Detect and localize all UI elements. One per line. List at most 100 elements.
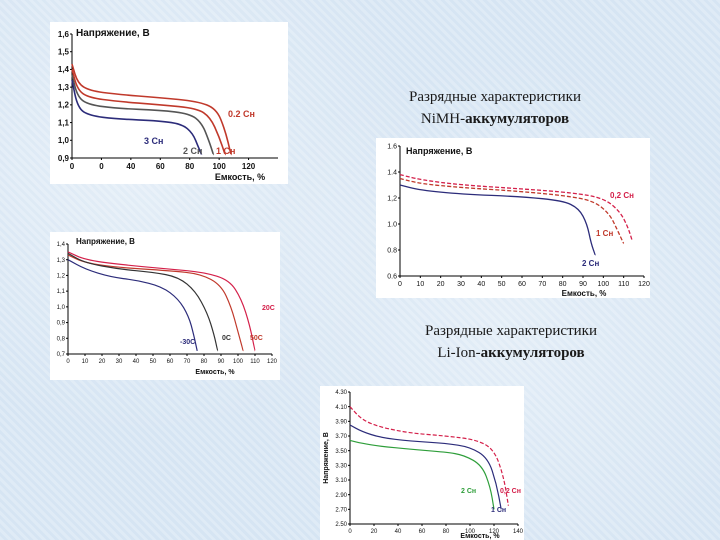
series-line-2 <box>349 439 495 510</box>
caption-nimh: Разрядные характеристики NiMH-аккумулято… <box>370 86 620 130</box>
chart-liion-rate-svg: 2.50 2.70 2.90 3.10 3.30 3.50 3.70 3.90 4.10 4.30… <box>323 390 524 540</box>
y-tick-label: 3.90 <box>335 419 347 425</box>
y-tick-label: 2.70 <box>335 507 347 513</box>
series-line-0 <box>71 63 232 156</box>
series-label-1: 1 Сн <box>216 146 235 156</box>
caption-liion: Разрядные характеристики Li-Ion-аккумуля… <box>386 320 636 364</box>
x-axis-title: Емкость, % <box>195 369 235 376</box>
x-tick-label: 80 <box>201 359 208 365</box>
y-tick-label: 1,2 <box>58 101 70 110</box>
series-line-1 <box>67 254 244 352</box>
y-tick-label: 1,4 <box>57 242 66 248</box>
x-axis-title: Емкость, % <box>562 289 607 298</box>
x-tick-label: 40 <box>133 359 140 365</box>
y-tick-label: 3.70 <box>335 434 347 440</box>
y-tick-label: 1,3 <box>57 258 66 264</box>
series-line-2 <box>71 74 215 156</box>
y-tick-label: 1,5 <box>58 48 70 57</box>
series-line-1 <box>349 424 502 510</box>
series-label-1: 1 Сн <box>596 229 613 238</box>
x-tick-label: 0 <box>70 162 75 171</box>
x-tick-label: 10 <box>416 281 424 288</box>
caption-nimh-line2: NiMH-аккумуляторов <box>370 108 620 130</box>
series-label-0: 0.2 Сн <box>228 109 255 119</box>
x-tick-label: 0 <box>99 162 104 171</box>
caption-liion-line2: Li-Ion-аккумуляторов <box>386 342 636 364</box>
caption-liion-prefix: Li-Ion- <box>437 345 481 361</box>
series-line-1 <box>399 177 625 245</box>
chart-nimh-temperature-svg: 0,7 0,8 0,9 1,0 1,1 1,2 1,3 1,4 0 10 20 30 40 50 60 70 8… <box>57 237 278 376</box>
chart-nimh-rate-2: 0.6 0.8 1.0 1,2 1.4 1.6 0 10 20 30 40 50 60 70 80 90 100… <box>376 138 650 298</box>
y-tick-label: 2.90 <box>335 493 347 499</box>
y-tick-label: 0.6 <box>387 273 397 280</box>
x-tick-label: 0 <box>66 359 70 365</box>
series-line-1 <box>71 69 226 156</box>
y-tick-label: 0,8 <box>57 336 66 342</box>
y-tick-label: 1,3 <box>58 83 70 92</box>
x-tick-label: 30 <box>457 281 465 288</box>
x-tick-label: 120 <box>267 359 278 365</box>
x-tick-label: 90 <box>579 281 587 288</box>
caption-liion-bold: аккумуляторов <box>480 345 585 361</box>
x-tick-label: 100 <box>212 162 226 171</box>
x-tick-label: 50 <box>498 281 506 288</box>
chart-nimh-temperature: 0,7 0,8 0,9 1,0 1,1 1,2 1,3 1,4 0 10 20 30 40 50 60 70 8… <box>50 232 280 380</box>
x-tick-label: 40 <box>395 529 402 535</box>
chart-nimh-rate-2-svg: 0.6 0.8 1.0 1,2 1.4 1.6 0 10 20 30 40 50 60 70 80 90 100… <box>387 143 650 298</box>
series-label-0: 20С <box>262 305 275 312</box>
series-label-2: 0С <box>222 335 231 342</box>
x-tick-label: 80 <box>443 529 450 535</box>
x-tick-label: 40 <box>126 162 135 171</box>
caption-nimh-line1: Разрядные характеристики <box>409 89 581 105</box>
y-tick-label: 0,7 <box>57 352 66 358</box>
series-line-0 <box>399 173 633 241</box>
series-label-3: 3 Сн <box>144 136 163 146</box>
x-tick-label: 60 <box>518 281 526 288</box>
series-label-0: 0,2 Сн <box>610 191 634 200</box>
x-tick-label: 0 <box>398 281 402 288</box>
x-tick-label: 100 <box>465 529 476 535</box>
y-tick-label: 4.10 <box>335 405 347 411</box>
series-label-0: 0,2 Сн <box>500 488 521 495</box>
x-axis-title: Емкость, % <box>460 533 500 540</box>
y-axis-title: Напряжение, В <box>406 146 473 156</box>
series-label-3: -30С <box>180 339 195 346</box>
x-tick-label: 20 <box>99 359 106 365</box>
x-tick-label: 110 <box>250 359 260 365</box>
chart-liion-rate: 2.50 2.70 2.90 3.10 3.30 3.50 3.70 3.90 4.10 4.30… <box>320 386 524 540</box>
y-axis-title: Напряжение, В <box>76 237 135 246</box>
x-tick-label: 30 <box>116 359 123 365</box>
y-tick-label: 1.4 <box>387 169 397 176</box>
series-label-2: 2 Сн <box>461 488 476 495</box>
caption-liion-line1: Разрядные характеристики <box>425 323 597 339</box>
x-tick-label: 120 <box>638 281 650 288</box>
y-tick-label: 0,9 <box>58 154 70 163</box>
series-line-0 <box>349 406 509 506</box>
x-tick-label: 100 <box>233 359 244 365</box>
x-tick-label: 110 <box>618 281 629 288</box>
y-tick-label: 1,2 <box>57 274 66 280</box>
series-line-2 <box>67 252 219 352</box>
x-tick-label: 60 <box>167 359 174 365</box>
y-tick-label: 1,2 <box>387 195 397 202</box>
x-tick-label: 20 <box>371 529 378 535</box>
x-tick-label: 120 <box>242 162 256 171</box>
y-tick-label: 1,1 <box>58 118 70 127</box>
x-tick-label: 20 <box>437 281 445 288</box>
series-label-2: 2 Сн <box>183 146 202 156</box>
y-tick-label: 1,4 <box>58 65 70 74</box>
series-label-1: 1 Сн <box>491 507 506 514</box>
y-axis-title: Напряжение, В <box>323 432 330 484</box>
y-tick-label: 1.6 <box>387 143 397 150</box>
y-tick-label: 1,1 <box>57 289 66 295</box>
chart-nimh-rate-svg: 0,9 1,0 1,1 1,2 1,3 1,4 1,5 1,6 0 0 40 60 80 100 120 На… <box>58 28 278 182</box>
y-tick-label: 2.50 <box>335 522 347 528</box>
y-tick-label: 1,0 <box>57 305 66 311</box>
y-tick-label: 0.8 <box>387 247 397 254</box>
x-tick-label: 60 <box>419 529 426 535</box>
y-tick-label: 0,9 <box>57 321 66 327</box>
caption-nimh-bold: аккумуляторов <box>465 111 570 127</box>
x-tick-label: 10 <box>82 359 89 365</box>
x-tick-label: 100 <box>597 281 609 288</box>
series-label-1: 50С <box>250 335 263 342</box>
